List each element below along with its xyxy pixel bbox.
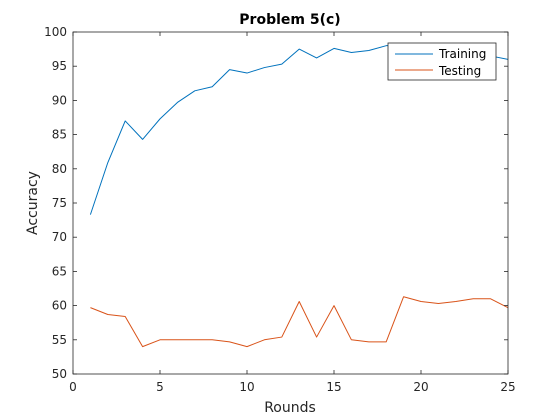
x-tick-label: 25 [500,380,515,394]
y-tick-label: 70 [52,230,67,244]
y-axis-label: Accuracy [25,171,41,235]
x-axis-label: Rounds [264,400,316,416]
y-tick-label: 85 [52,128,67,142]
x-tick-label: 20 [413,380,428,394]
y-tick-label: 75 [52,196,67,210]
y-tick-label: 90 [52,93,67,107]
chart-title: Problem 5(c) [239,12,340,28]
y-tick-label: 60 [52,299,67,313]
x-tick-label: 10 [239,380,254,394]
legend-label-training: Training [438,47,486,61]
plot-area [73,32,508,374]
y-tick-label: 55 [52,333,67,347]
y-tick-label: 50 [52,367,67,381]
y-tick-label: 80 [52,162,67,176]
tick-layer: 0 5 10 15 20 25 50 55 60 65 70 75 80 85 90 95 100 [44,25,516,394]
y-tick-label: 100 [44,25,67,39]
y-tick-label: 65 [52,264,67,278]
y-tick-label: 95 [52,59,67,73]
x-tick-label: 15 [326,380,341,394]
series-line-testing [90,296,508,348]
legend: Training Testing [387,42,497,81]
x-tick-label: 5 [156,380,164,394]
x-tick-label: 0 [69,380,77,394]
legend-box [387,42,497,81]
legend-label-testing: Testing [438,64,481,78]
